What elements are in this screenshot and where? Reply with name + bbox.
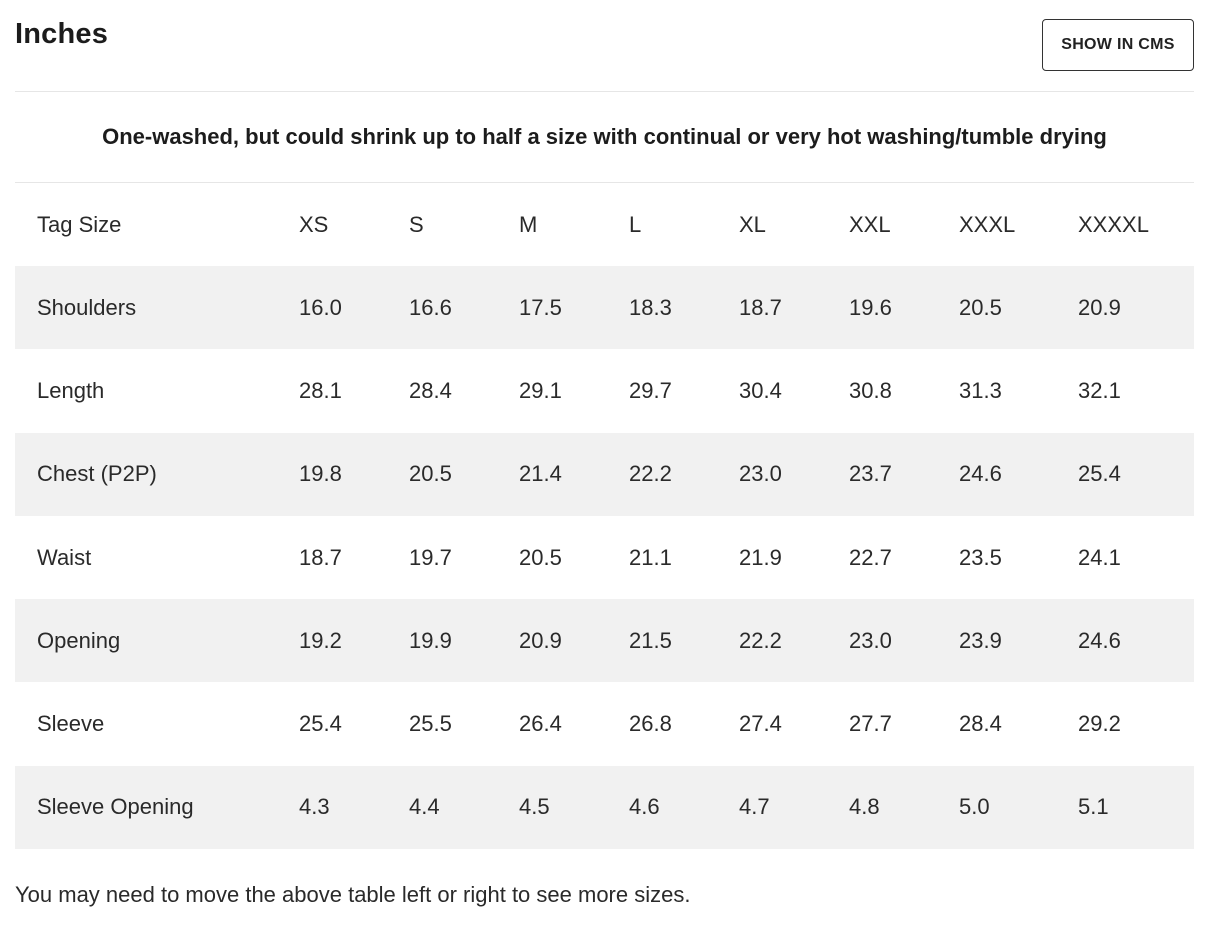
table-cell: 23.7 bbox=[849, 461, 892, 487]
row-label: Sleeve Opening bbox=[37, 794, 194, 820]
table-row: Sleeve Opening 4.3 4.4 4.5 4.6 4.7 4.8 5… bbox=[15, 765, 1194, 850]
table-cell: 27.4 bbox=[739, 711, 782, 737]
table-row: Sleeve 25.4 25.5 26.4 26.8 27.4 27.7 28.… bbox=[15, 682, 1194, 766]
table-cell: 23.9 bbox=[959, 627, 1002, 653]
table-cell: 4.8 bbox=[849, 794, 880, 820]
table-cell: 19.7 bbox=[409, 544, 452, 570]
table-cell: 28.4 bbox=[409, 377, 452, 403]
size-chart-table[interactable]: Tag Size XS S M L XL XXL XXXL XXXXL Shou… bbox=[15, 183, 1194, 850]
table-cell: 28.1 bbox=[299, 377, 342, 403]
table-row: Length 28.1 28.4 29.1 29.7 30.4 30.8 31.… bbox=[15, 349, 1194, 433]
divider bbox=[15, 182, 1194, 183]
table-cell: 4.4 bbox=[409, 794, 440, 820]
shrinkage-note: One-washed, but could shrink up to half … bbox=[102, 124, 1107, 149]
table-cell: 29.7 bbox=[629, 377, 672, 403]
table-cell: 26.8 bbox=[629, 711, 672, 737]
table-cell: 18.7 bbox=[739, 294, 782, 320]
row-label: Sleeve bbox=[37, 711, 105, 737]
table-cell: 29.1 bbox=[519, 377, 562, 403]
table-cell: 24.1 bbox=[1078, 544, 1121, 570]
table-cell: 22.2 bbox=[629, 461, 672, 487]
table-cell: 24.6 bbox=[1078, 627, 1121, 653]
unit-title: Inches bbox=[15, 18, 109, 50]
table-header-row: Tag Size XS S M L XL XXL XXXL XXXXL bbox=[15, 183, 1194, 266]
table-cell: 4.5 bbox=[519, 794, 550, 820]
table-cell: 4.3 bbox=[299, 794, 330, 820]
table-cell: 5.0 bbox=[959, 794, 990, 820]
column-header: XXL bbox=[849, 211, 891, 237]
table-cell: 18.7 bbox=[299, 544, 342, 570]
table-cell: 4.7 bbox=[739, 794, 770, 820]
size-guide-header: Inches SHOW IN CMS bbox=[15, 0, 1194, 91]
table-cell: 17.5 bbox=[519, 294, 562, 320]
row-label: Chest (P2P) bbox=[37, 461, 157, 487]
table-cell: 24.6 bbox=[959, 461, 1002, 487]
table-row: Shoulders 16.0 16.6 17.5 18.3 18.7 19.6 … bbox=[15, 266, 1194, 350]
table-cell: 16.0 bbox=[299, 294, 342, 320]
table-cell: 20.5 bbox=[519, 544, 562, 570]
table-cell: 22.7 bbox=[849, 544, 892, 570]
row-label: Waist bbox=[37, 544, 92, 570]
table-cell: 4.6 bbox=[629, 794, 660, 820]
table-cell: 30.4 bbox=[739, 377, 782, 403]
column-header: M bbox=[519, 211, 538, 237]
table-cell: 30.8 bbox=[849, 377, 892, 403]
column-header: XL bbox=[739, 211, 766, 237]
table-cell: 25.4 bbox=[1078, 461, 1121, 487]
table-cell: 16.6 bbox=[409, 294, 452, 320]
table-row: Waist 18.7 19.7 20.5 21.1 21.9 22.7 23.5… bbox=[15, 515, 1194, 600]
table-cell: 21.1 bbox=[629, 544, 672, 570]
table-cell: 19.9 bbox=[409, 627, 452, 653]
table-cell: 23.5 bbox=[959, 544, 1002, 570]
table-cell: 20.5 bbox=[959, 294, 1002, 320]
row-label: Shoulders bbox=[37, 294, 137, 320]
table-cell: 18.3 bbox=[629, 294, 672, 320]
table-cell: 19.2 bbox=[299, 627, 342, 653]
column-header: XXXL bbox=[959, 211, 1016, 237]
divider bbox=[15, 91, 1194, 92]
column-header: XXXXL bbox=[1078, 211, 1149, 237]
table-cell: 20.9 bbox=[519, 627, 562, 653]
table-row: Chest (P2P) 19.8 20.5 21.4 22.2 23.0 23.… bbox=[15, 432, 1194, 516]
table-cell: 19.8 bbox=[299, 461, 342, 487]
table-cell: 26.4 bbox=[519, 711, 562, 737]
show-in-cms-button[interactable]: SHOW IN CMS bbox=[1042, 19, 1194, 71]
column-header: XS bbox=[299, 211, 329, 237]
column-header: S bbox=[409, 211, 424, 237]
table-cell: 21.5 bbox=[629, 627, 672, 653]
table-cell: 22.2 bbox=[739, 627, 782, 653]
table-cell: 28.4 bbox=[959, 711, 1002, 737]
table-cell: 23.0 bbox=[739, 461, 782, 487]
column-header: Tag Size bbox=[37, 211, 122, 237]
table-cell: 25.5 bbox=[409, 711, 452, 737]
row-label: Opening bbox=[37, 627, 121, 653]
table-cell: 21.4 bbox=[519, 461, 562, 487]
table-cell: 19.6 bbox=[849, 294, 892, 320]
table-cell: 20.5 bbox=[409, 461, 452, 487]
table-cell: 32.1 bbox=[1078, 377, 1121, 403]
column-header: L bbox=[629, 211, 642, 237]
table-cell: 23.0 bbox=[849, 627, 892, 653]
table-cell: 29.2 bbox=[1078, 711, 1121, 737]
table-cell: 5.1 bbox=[1078, 794, 1109, 820]
table-cell: 25.4 bbox=[299, 711, 342, 737]
table-cell: 20.9 bbox=[1078, 294, 1121, 320]
scroll-hint: You may need to move the above table lef… bbox=[15, 882, 691, 907]
row-label: Length bbox=[37, 377, 105, 403]
table-cell: 31.3 bbox=[959, 377, 1002, 403]
table-row: Opening 19.2 19.9 20.9 21.5 22.2 23.0 23… bbox=[15, 599, 1194, 683]
table-cell: 21.9 bbox=[739, 544, 782, 570]
table-cell: 27.7 bbox=[849, 711, 892, 737]
